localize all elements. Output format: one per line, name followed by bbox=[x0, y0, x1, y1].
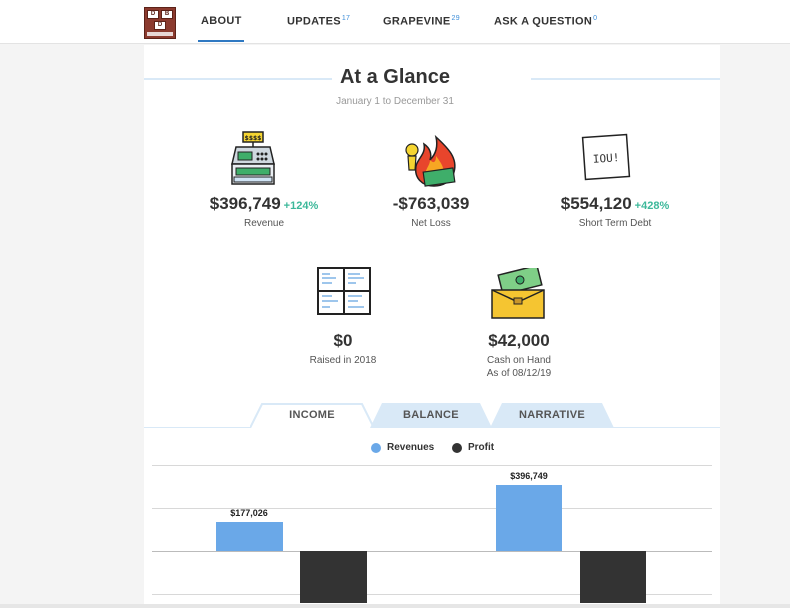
updates-count-badge: 17 bbox=[341, 15, 351, 22]
tab-balance[interactable]: BALANCE bbox=[370, 403, 492, 428]
tab-income-label: INCOME bbox=[289, 409, 335, 421]
bar-revenues-period-1[interactable] bbox=[216, 522, 283, 551]
cash-label: Cash on Hand As of 08/12/19 bbox=[419, 354, 619, 380]
chart-gridline bbox=[152, 465, 712, 466]
whiteboard-icon bbox=[317, 267, 371, 315]
tab-narrative-shape bbox=[490, 403, 614, 428]
stat-revenue: $396,749 +124% Revenue bbox=[164, 194, 364, 230]
legend-revenues-swatch bbox=[371, 442, 381, 453]
logo-letter-d: D bbox=[147, 10, 159, 19]
raised-value: $0 bbox=[333, 331, 353, 350]
net-loss-label: Net Loss bbox=[411, 218, 451, 229]
tab-income[interactable]: INCOME bbox=[250, 403, 374, 428]
company-logo[interactable]: D B D bbox=[144, 7, 176, 39]
net-loss-value: -$763,039 bbox=[392, 194, 470, 213]
cash-register-icon: $$$$ bbox=[231, 131, 275, 185]
grapevine-count-badge: 29 bbox=[451, 15, 460, 22]
nav-tab-about[interactable]: ABOUT bbox=[201, 15, 242, 27]
stat-short-term-debt: $554,120 +428% Short Term Debt bbox=[515, 194, 715, 230]
nav-tab-ask-question-label: ASK A QUESTION bbox=[494, 15, 593, 28]
bottom-edge bbox=[0, 604, 790, 608]
tab-balance-label: BALANCE bbox=[403, 409, 459, 421]
cash-label-line2: As of 08/12/19 bbox=[486, 368, 552, 379]
legend-profit-label: Profit bbox=[468, 442, 495, 453]
stat-net-loss: -$763,039 Net Loss bbox=[331, 194, 531, 230]
debt-value: $554,120 bbox=[560, 194, 632, 213]
logo-letter-d2: D bbox=[154, 21, 166, 30]
stat-cash-on-hand: $42,000 Cash on Hand As of 08/12/19 bbox=[419, 331, 619, 380]
legend-profit[interactable]: Profit bbox=[452, 442, 494, 453]
nav-tab-grapevine-label: GRAPEVINE bbox=[383, 15, 451, 28]
logo-strip bbox=[147, 32, 173, 36]
revenue-value: $396,749 bbox=[209, 194, 281, 213]
chart-zero-line bbox=[152, 551, 712, 552]
nav-tab-ask-question[interactable]: ASK A QUESTION0 bbox=[494, 15, 597, 28]
chart-gridline bbox=[152, 508, 712, 509]
tab-balance-shape bbox=[370, 403, 492, 428]
legend-profit-swatch bbox=[452, 442, 462, 453]
legend-revenues[interactable]: Revenues bbox=[371, 442, 434, 453]
date-range: January 1 to December 31 bbox=[336, 96, 454, 107]
nav-tab-updates-label: UPDATES bbox=[287, 15, 341, 28]
title-rule-right bbox=[531, 78, 720, 80]
wallet-icon bbox=[491, 268, 545, 319]
bar-revenues-period-2[interactable] bbox=[496, 485, 562, 551]
iou-note-text: IOU! bbox=[592, 151, 619, 166]
tab-narrative[interactable]: NARRATIVE bbox=[490, 403, 614, 428]
bar-label-revenues-period-1: $177,026 bbox=[230, 508, 268, 518]
nav-tab-grapevine[interactable]: GRAPEVINE29 bbox=[383, 15, 460, 28]
nav-tab-about-label: ABOUT bbox=[201, 15, 242, 27]
cash-value: $42,000 bbox=[488, 331, 550, 350]
chart-gridline bbox=[152, 594, 712, 595]
active-tab-indicator bbox=[198, 40, 244, 42]
nav-tab-updates[interactable]: UPDATES17 bbox=[287, 15, 350, 28]
debt-change: +428% bbox=[634, 200, 670, 212]
tab-narrative-label: NARRATIVE bbox=[518, 409, 586, 421]
bar-label-revenues-period-2: $396,749 bbox=[510, 471, 548, 481]
revenue-change: +124% bbox=[283, 200, 319, 212]
section-title: At a Glance bbox=[339, 66, 451, 88]
money-fire-icon bbox=[405, 134, 456, 187]
questions-count-badge: 0 bbox=[593, 15, 598, 22]
cash-label-line1: Cash on Hand bbox=[487, 355, 551, 366]
logo-letter-b: B bbox=[161, 10, 173, 19]
tab-income-shape bbox=[250, 403, 374, 428]
title-rule-left bbox=[144, 78, 332, 80]
revenue-label: Revenue bbox=[243, 218, 285, 229]
legend-revenues-label: Revenues bbox=[387, 442, 435, 453]
debt-label: Short Term Debt bbox=[578, 218, 652, 229]
raised-label: Raised in 2018 bbox=[309, 355, 377, 366]
bar-profit-period-1[interactable] bbox=[300, 551, 367, 603]
svg-text:$$$$: $$$$ bbox=[245, 135, 262, 142]
bar-profit-period-2[interactable] bbox=[580, 551, 646, 603]
iou-note-icon: IOU! bbox=[581, 133, 631, 181]
stat-raised: $0 Raised in 2018 bbox=[243, 331, 443, 367]
top-navigation: D B D ABOUT UPDATES17 GRAPEVINE29 ASK A … bbox=[0, 0, 790, 44]
